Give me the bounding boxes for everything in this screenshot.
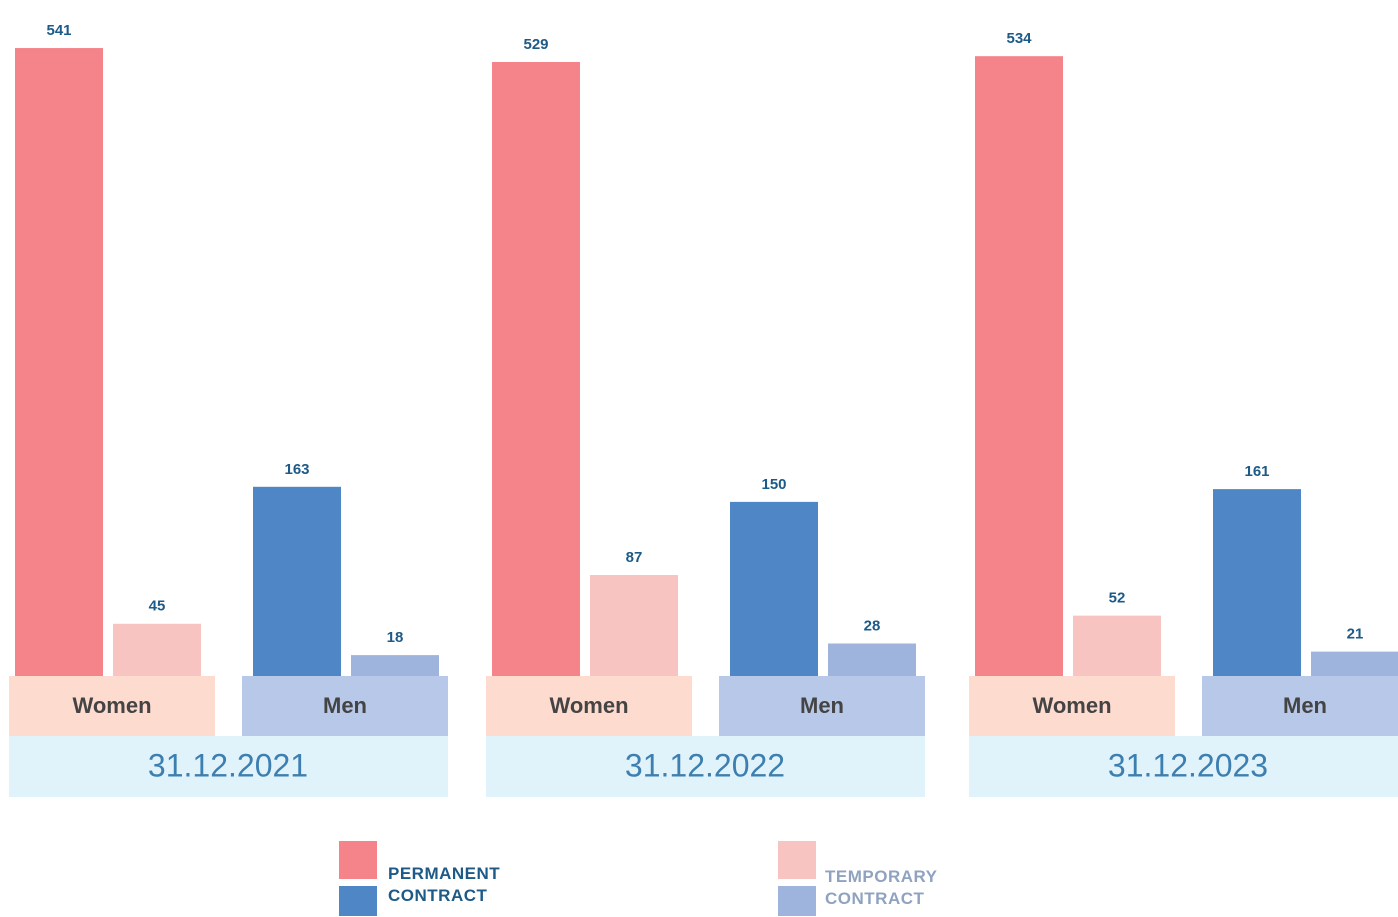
date-box bbox=[486, 736, 925, 797]
value-label: 18 bbox=[387, 629, 404, 646]
value-label: 45 bbox=[149, 598, 166, 615]
bar bbox=[1311, 651, 1398, 676]
value-label: 534 bbox=[1006, 30, 1032, 47]
gender-box bbox=[1202, 676, 1398, 736]
gender-label: Women bbox=[549, 693, 628, 718]
gender-label: Men bbox=[323, 693, 367, 718]
date-box bbox=[9, 736, 448, 797]
bar bbox=[1073, 615, 1161, 676]
legend-label: PERMANENT CONTRACT bbox=[388, 864, 501, 905]
date-label: 31.12.2022 bbox=[625, 747, 785, 783]
gender-box bbox=[242, 676, 448, 736]
value-label: 28 bbox=[864, 617, 881, 634]
legend-swatch bbox=[778, 886, 816, 916]
gender-box bbox=[9, 676, 215, 736]
value-label: 87 bbox=[626, 549, 643, 566]
gender-label: Men bbox=[1283, 693, 1327, 718]
bar bbox=[253, 486, 341, 676]
value-label: 161 bbox=[1244, 463, 1269, 480]
value-label: 541 bbox=[46, 22, 71, 39]
value-label: 529 bbox=[523, 36, 548, 53]
legend-label: TEMPORARY CONTRACT bbox=[825, 867, 938, 908]
gender-box bbox=[486, 676, 692, 736]
bar bbox=[113, 623, 201, 676]
date-label: 31.12.2021 bbox=[148, 747, 308, 783]
bar bbox=[828, 643, 916, 676]
bar bbox=[15, 48, 103, 676]
bar bbox=[351, 655, 439, 676]
bar bbox=[730, 501, 818, 676]
bar bbox=[975, 56, 1063, 676]
legend-swatch bbox=[778, 841, 816, 879]
gender-label: Women bbox=[72, 693, 151, 718]
gender-label: Women bbox=[1032, 693, 1111, 718]
date-label: 31.12.2023 bbox=[1108, 747, 1268, 783]
value-label: 150 bbox=[761, 476, 786, 493]
date-box bbox=[969, 736, 1398, 797]
value-label: 163 bbox=[284, 461, 309, 478]
gender-box bbox=[719, 676, 925, 736]
gender-label: Men bbox=[800, 693, 844, 718]
bar bbox=[1213, 489, 1301, 676]
value-label: 21 bbox=[1347, 626, 1364, 643]
gender-box bbox=[969, 676, 1175, 736]
value-label: 52 bbox=[1109, 590, 1126, 607]
bar bbox=[590, 575, 678, 676]
legend-swatch bbox=[339, 841, 377, 879]
legend-swatch bbox=[339, 886, 377, 916]
bar bbox=[492, 61, 580, 677]
